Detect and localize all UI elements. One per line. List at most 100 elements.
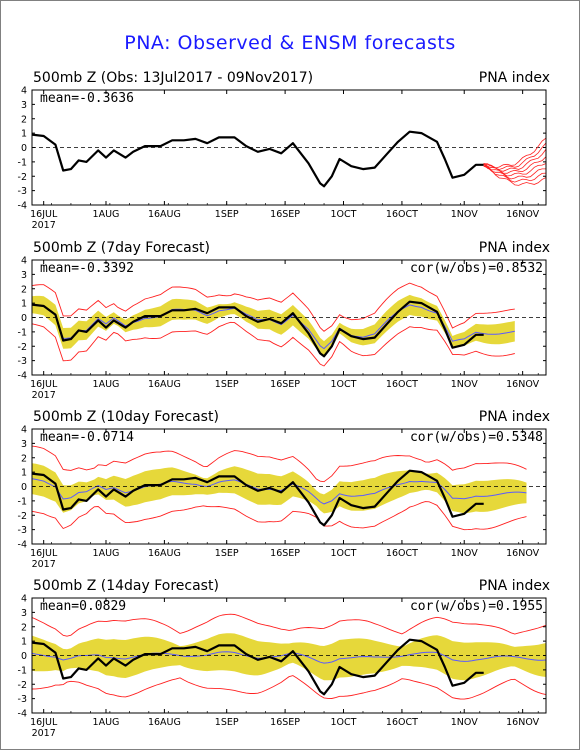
x-tick-label: 1OCT <box>331 209 357 220</box>
y-tick-label: -1 <box>18 496 27 507</box>
x-tick-label: 16OCT <box>386 717 418 728</box>
y-tick-label: 4 <box>21 594 27 605</box>
y-tick-label: 3 <box>21 439 27 450</box>
ensemble-member-line <box>483 162 546 180</box>
correlation-label: cor(w/obs)=0.1955 <box>409 599 543 614</box>
ensemble-member-line <box>483 137 547 169</box>
x-tick-label: 1NOV <box>451 548 478 559</box>
x-tick-label: 1SEP <box>215 717 239 728</box>
x-tick-label: 1NOV <box>451 209 478 220</box>
plot-14day: -4 -3 -2 -1 0 1 2 3 4 16JUL 1AUG 16AUG 1SEP 16SEP 1OCT… <box>18 594 547 739</box>
x-tick-label: 16SEP <box>270 548 300 559</box>
y-tick-label: -1 <box>18 665 27 676</box>
y-tick-label: -2 <box>18 172 27 183</box>
x-tick-label: 1AUG <box>93 717 120 728</box>
y-tick-label: -3 <box>18 694 27 705</box>
year-label: 2017 <box>32 728 56 739</box>
x-tick-label: 16AUG <box>148 209 181 220</box>
y-tick-label: -3 <box>18 186 27 197</box>
mean-label: mean=-0.3636 <box>40 91 134 106</box>
y-tick-label: 0 <box>21 143 27 154</box>
y-tick-label: -2 <box>18 680 27 691</box>
x-tick-label: 16OCT <box>386 379 418 390</box>
y-tick-label: -4 <box>18 371 27 382</box>
observed-series-line <box>31 130 484 188</box>
ensemble-max-line <box>31 282 515 332</box>
x-tick-label: 16JUL <box>30 717 58 728</box>
x-tick-label: 16JUL <box>30 548 58 559</box>
y-tick-label: 4 <box>21 86 27 97</box>
page-title: PNA: Observed & ENSM forecasts <box>124 32 456 54</box>
plot-observed: -4 -3 -2 -1 0 1 2 3 4 16JUL 1AUG 16AUG 1SEP 16SEP 1OCT… <box>18 86 547 231</box>
x-tick-label: 1OCT <box>331 548 357 559</box>
y-tick-label: 3 <box>21 100 27 111</box>
y-tick-label: 0 <box>21 313 27 324</box>
plot-10day: -4 -3 -2 -1 0 1 2 3 4 16JUL 1AUG 16AUG 1SEP 16SEP 1OCT… <box>18 425 547 570</box>
panel-10day: 500mb Z (10day Forecast) PNA index -4 -3-… <box>0 409 580 581</box>
y-tick-label: 4 <box>21 425 27 436</box>
y-tick-label: -1 <box>18 327 27 338</box>
x-tick-label: 16NOV <box>506 548 540 559</box>
y-tick-label: -2 <box>18 511 27 522</box>
x-tick-label: 1SEP <box>215 379 239 390</box>
year-label: 2017 <box>32 390 56 401</box>
x-tick-label: 16AUG <box>148 548 181 559</box>
y-tick-label: 2 <box>21 114 27 125</box>
x-tick-label: 1AUG <box>93 548 120 559</box>
panel-title: 500mb Z (7day Forecast) <box>33 240 211 256</box>
x-tick-label: 16JUL <box>30 379 58 390</box>
year-label: 2017 <box>32 220 56 231</box>
panel-index-label: PNA index <box>478 409 550 425</box>
ensemble-member-line <box>483 162 547 183</box>
ensemble-spread-band <box>32 633 546 681</box>
x-tick-label: 16NOV <box>506 209 540 220</box>
x-tick-label: 1AUG <box>93 209 120 220</box>
panel-title: 500mb Z (10day Forecast) <box>33 409 219 425</box>
y-tick-label: -1 <box>18 157 27 168</box>
mean-label: mean=-0.0714 <box>40 430 134 445</box>
x-tick-label: 1OCT <box>331 379 357 390</box>
panel-index-label: PNA index <box>478 240 550 256</box>
panel-14day: 500mb Z (14day Forecast) PNA index -4 -3-… <box>0 578 580 750</box>
correlation-label: cor(w/obs)=0.8532 <box>409 261 543 276</box>
plot-7day: -4 -3 -2 -1 0 1 2 3 4 16JUL 1AUG 16AUG 1SEP 16SEP 1OCT… <box>18 256 547 401</box>
x-tick-label: 1SEP <box>215 548 239 559</box>
x-tick-label: 16SEP <box>270 379 300 390</box>
correlation-label: cor(w/obs)=0.5348 <box>409 430 543 445</box>
x-tick-label: 1OCT <box>331 717 357 728</box>
panel-index-label: PNA index <box>478 70 550 86</box>
x-tick-label: 16OCT <box>386 209 418 220</box>
x-tick-label: 1NOV <box>451 717 478 728</box>
y-tick-label: -4 <box>18 540 27 551</box>
x-tick-label: 16AUG <box>148 717 181 728</box>
y-tick-label: 2 <box>21 284 27 295</box>
panel-observed: 500mb Z (Obs: 13Jul2017 - 09Nov2017) PNA… <box>0 70 580 242</box>
y-tick-label: -4 <box>18 201 27 212</box>
y-tick-label: -2 <box>18 342 27 353</box>
x-tick-label: 16AUG <box>148 379 181 390</box>
panel-title: 500mb Z (Obs: 13Jul2017 - 09Nov2017) <box>33 70 314 86</box>
y-tick-label: 1 <box>21 299 27 310</box>
x-tick-label: 16NOV <box>506 717 540 728</box>
y-tick-label: 0 <box>21 482 27 493</box>
x-tick-label: 1AUG <box>93 379 120 390</box>
y-tick-label: 3 <box>21 270 27 281</box>
ensemble-member-line <box>483 163 547 177</box>
y-tick-label: 2 <box>21 622 27 633</box>
observed-series-line <box>31 638 484 696</box>
y-tick-label: 1 <box>21 637 27 648</box>
observed-series-line <box>31 300 484 358</box>
panel-title: 500mb Z (14day Forecast) <box>33 578 219 594</box>
x-tick-label: 1NOV <box>451 379 478 390</box>
ensemble-max-line <box>31 445 527 483</box>
y-tick-label: 0 <box>21 651 27 662</box>
x-tick-label: 1SEP <box>215 209 239 220</box>
ensemble-min-line <box>31 675 547 700</box>
ensemble-min-line <box>31 501 527 531</box>
mean-label: mean=-0.3392 <box>40 261 134 276</box>
y-tick-label: 1 <box>21 468 27 479</box>
mean-label: mean=0.0829 <box>40 599 127 614</box>
x-tick-label: 16OCT <box>386 548 418 559</box>
y-tick-label: 4 <box>21 256 27 267</box>
ensemble-min-line <box>31 321 515 367</box>
